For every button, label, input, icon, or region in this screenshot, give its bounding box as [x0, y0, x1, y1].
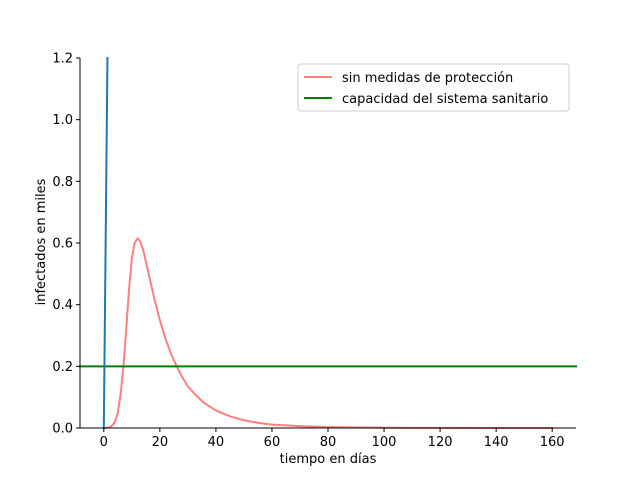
- legend-label-capacidad: capacidad del sistema sanitario: [342, 92, 548, 107]
- x-tick-label: 100: [372, 435, 397, 450]
- y-tick-label: 0.0: [52, 422, 73, 437]
- x-axis-label: tiempo en días: [280, 452, 377, 467]
- legend: sin medidas de protección capacidad del …: [297, 63, 570, 112]
- x-tick-label: 80: [320, 435, 337, 450]
- y-tick-label: 0.2: [52, 360, 73, 375]
- y-tick-label: 0.6: [52, 237, 73, 252]
- y-tick-label: 1.2: [52, 52, 73, 67]
- legend-box: [297, 63, 570, 112]
- series-line-blue: [102, 56, 109, 430]
- x-tick-label: 0: [100, 435, 108, 450]
- y-ticks: 0.0 0.2 0.4 0.6 0.8 1.0 1.2: [52, 52, 80, 437]
- x-tick-label: 60: [264, 435, 281, 450]
- x-tick-label: 140: [484, 435, 509, 450]
- y-tick-label: 1.0: [52, 113, 73, 128]
- y-tick-label: 0.4: [52, 298, 73, 313]
- plot-lines: [79, 56, 577, 430]
- x-tick-label: 160: [540, 435, 565, 450]
- x-tick-label: 120: [428, 435, 453, 450]
- legend-label-sin-medidas: sin medidas de protección: [342, 71, 513, 86]
- y-tick-label: 0.8: [52, 175, 73, 190]
- y-axis-label: infectados en miles: [34, 178, 49, 305]
- x-tick-label: 20: [152, 435, 169, 450]
- x-ticks: 0 20 40 60 80 100 120 140 160: [100, 428, 565, 450]
- x-tick-label: 40: [208, 435, 225, 450]
